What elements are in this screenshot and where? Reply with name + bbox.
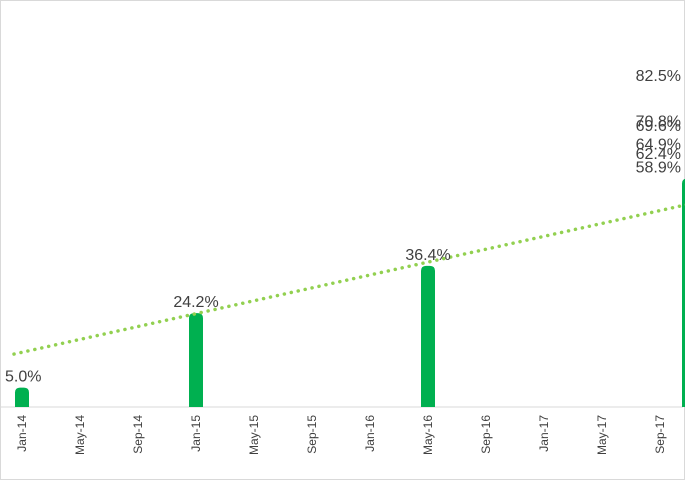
x-tick-label: May-15 <box>247 415 261 455</box>
data-label-Jun-19: 70.8% <box>636 113 681 130</box>
x-tick-label: Sep-17 <box>653 415 667 454</box>
x-tick-label: Jan-15 <box>189 415 203 452</box>
x-tick-label: Sep-14 <box>131 415 145 454</box>
data-label-Sep-18: 64.9% <box>636 136 681 153</box>
x-tick-label: Sep-15 <box>305 415 319 454</box>
bar-Jan-15 <box>189 313 203 407</box>
trendline <box>12 203 685 356</box>
x-tick-label: Jan-14 <box>15 415 29 452</box>
x-tick-label: Jan-16 <box>363 415 377 452</box>
bar-Nov-17 <box>682 178 685 407</box>
bar-May-16 <box>421 265 435 407</box>
bar-Jan-14 <box>15 387 29 407</box>
data-label-Jan-18: 62.4% <box>636 146 681 163</box>
x-tick-label: Jan-17 <box>537 415 551 452</box>
data-label-Jan-14: 5.0% <box>5 369 41 386</box>
x-tick-label: May-16 <box>421 415 435 455</box>
data-label-Jan-15: 24.2% <box>173 294 218 311</box>
data-label-Nov-17: 58.9% <box>636 160 681 177</box>
x-tick-label: Sep-16 <box>479 415 493 454</box>
x-tick-label: May-14 <box>73 415 87 455</box>
data-label-May-16: 36.4% <box>405 247 450 264</box>
x-tick-label: May-17 <box>595 415 609 455</box>
data-label-Jul-21: 82.5% <box>636 68 681 85</box>
data-label-May-20: 69.6% <box>636 118 681 135</box>
